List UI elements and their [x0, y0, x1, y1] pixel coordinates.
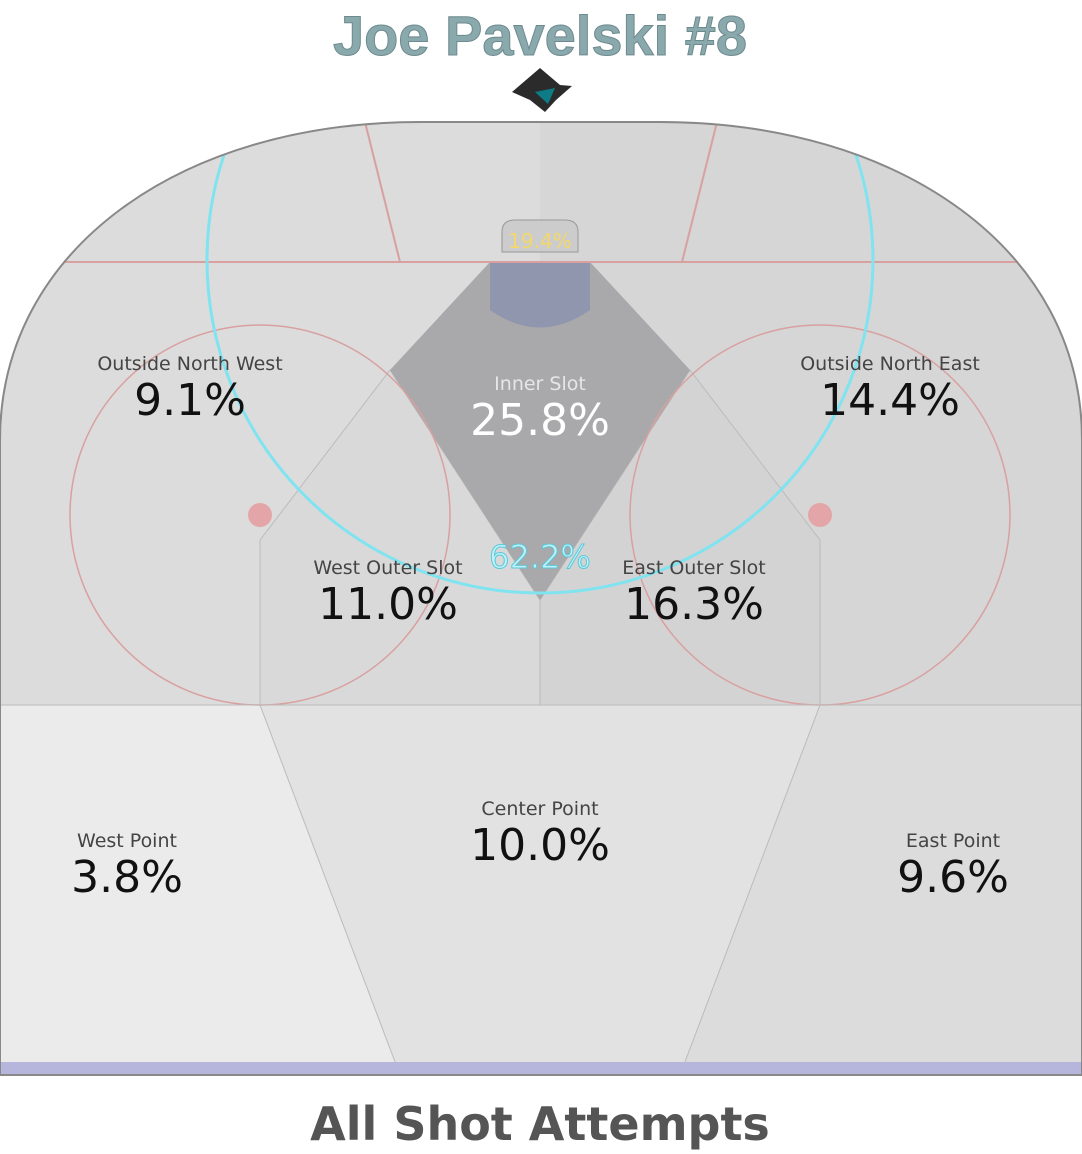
zone-name: East Point: [906, 830, 1000, 852]
team-logo: [512, 68, 572, 112]
zone-name: Outside North East: [800, 353, 980, 375]
caption: All Shot Attempts: [310, 1097, 770, 1151]
zone-value: 16.3%: [624, 579, 764, 630]
home-plate-value: 62.2%: [489, 538, 591, 576]
zone-name: Inner Slot: [494, 373, 586, 395]
rink-outline: [0, 121, 1082, 1076]
zone-name: Outside North West: [97, 353, 282, 375]
crease-value: 19.4%: [508, 229, 572, 253]
zone-name: West Outer Slot: [313, 557, 462, 579]
zone-value: 9.1%: [134, 375, 246, 426]
zone-value: 14.4%: [820, 375, 960, 426]
zone-name: Center Point: [481, 798, 598, 820]
zone-value: 25.8%: [470, 395, 610, 446]
zone-value: 11.0%: [318, 579, 458, 630]
zone-value: 9.6%: [897, 852, 1009, 903]
zone-value: 10.0%: [470, 820, 610, 871]
zone-name: East Outer Slot: [622, 557, 765, 579]
zone-name: West Point: [77, 830, 177, 852]
rink: [0, 122, 1082, 1075]
title: Joe Pavelski #8: [333, 4, 747, 67]
zone-value: 3.8%: [71, 852, 183, 903]
